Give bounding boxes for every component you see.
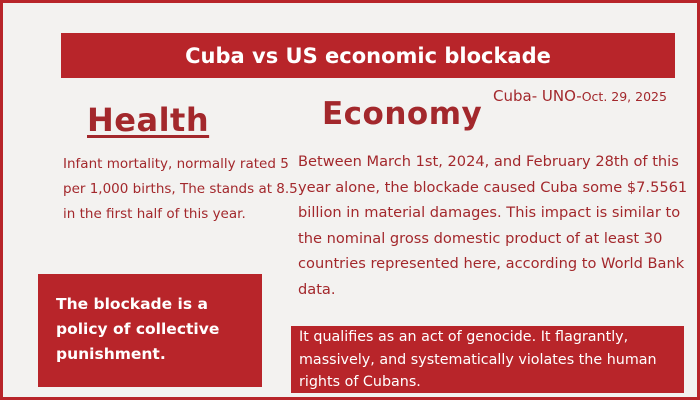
page-title: Cuba vs US economic blockade <box>185 43 551 68</box>
punishment-callout-text: The blockade is a policy of collective p… <box>56 295 220 363</box>
genocide-callout: It qualifies as an act of genocide. It f… <box>291 326 684 393</box>
health-paragraph: Infant mortality, normally rated 5 per 1… <box>63 156 298 222</box>
source-date: Oct. 29, 2025 <box>581 89 667 104</box>
economy-paragraph: Between March 1st, 2024, and February 28… <box>298 153 688 298</box>
title-banner: Cuba vs US economic blockade <box>61 33 675 78</box>
health-heading: Health <box>87 101 210 139</box>
genocide-callout-text: It qualifies as an act of genocide. It f… <box>299 329 657 390</box>
economy-heading: Economy <box>322 96 483 132</box>
punishment-callout: The blockade is a policy of collective p… <box>38 274 262 387</box>
source-org: Cuba- UNO- <box>493 87 582 105</box>
source-line: Cuba- UNO-Oct. 29, 2025 <box>493 86 667 105</box>
